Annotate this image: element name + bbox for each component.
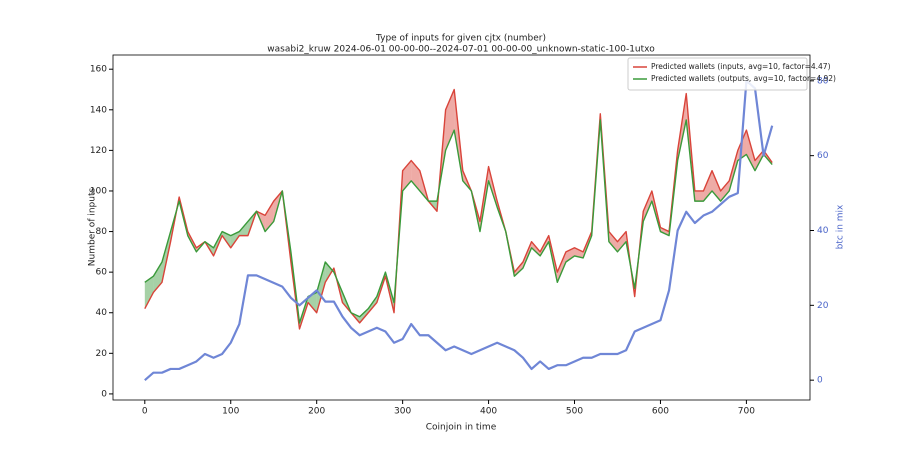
difference-area: [643, 190, 652, 222]
x-tick-label: 100: [222, 407, 239, 417]
difference-area: [608, 231, 618, 252]
x-tick-label: 600: [652, 407, 669, 417]
series-line: [144, 119, 773, 324]
x-tick-label: 700: [738, 407, 755, 417]
difference-area: [660, 227, 670, 236]
difference-area: [694, 190, 704, 202]
legend-label: Predicted wallets (outputs, avg=10, fact…: [651, 74, 836, 83]
y-tick-label: 20: [96, 349, 108, 359]
y-tick-label: 80: [96, 227, 108, 237]
plot-frame: [112, 54, 811, 401]
y-tick-label: 140: [90, 105, 107, 115]
y-tick-label: 60: [96, 268, 108, 278]
difference-area: [325, 262, 334, 283]
difference-area: [617, 231, 627, 252]
y-tick-label: 160: [90, 65, 107, 75]
difference-area: [703, 170, 713, 202]
y-axis-label: Number of inputs: [88, 187, 98, 266]
x-tick-label: 400: [480, 407, 497, 417]
y2-axis-label: btc in mix: [836, 204, 846, 249]
x-tick-label: 300: [394, 407, 411, 417]
difference-area: [308, 292, 317, 313]
y2-tick-label: 0: [817, 376, 823, 386]
difference-area: [557, 251, 566, 283]
chart-subtitle: wasabi2_kruw 2024-06-01 00-00-00--2024-0…: [267, 45, 655, 55]
legend-label: Predicted wallets (inputs, avg=10, facto…: [651, 62, 831, 71]
y2-tick-label: 40: [817, 226, 829, 236]
chart-title: Type of inputs for given cjtx (number): [375, 34, 546, 44]
x-axis-label: Coinjoin in time: [426, 423, 497, 433]
y2-tick-label: 20: [817, 301, 829, 311]
difference-area: [712, 170, 721, 202]
legend-box: [627, 57, 808, 91]
y2-tick-label: 80: [817, 76, 829, 86]
y-tick-label: 0: [101, 389, 107, 399]
difference-area: [574, 247, 584, 258]
y-tick-label: 120: [90, 146, 107, 156]
x-tick-label: 0: [142, 407, 148, 417]
y-tick-label: 100: [90, 186, 107, 196]
y2-tick-label: 60: [817, 151, 829, 161]
x-tick-label: 200: [308, 407, 325, 417]
series-line: [144, 79, 774, 381]
difference-area: [144, 276, 154, 309]
difference-area: [316, 262, 326, 313]
y-tick-label: 40: [96, 308, 108, 318]
series-line: [144, 88, 773, 330]
difference-area: [720, 180, 730, 202]
x-tick-label: 500: [566, 407, 583, 417]
